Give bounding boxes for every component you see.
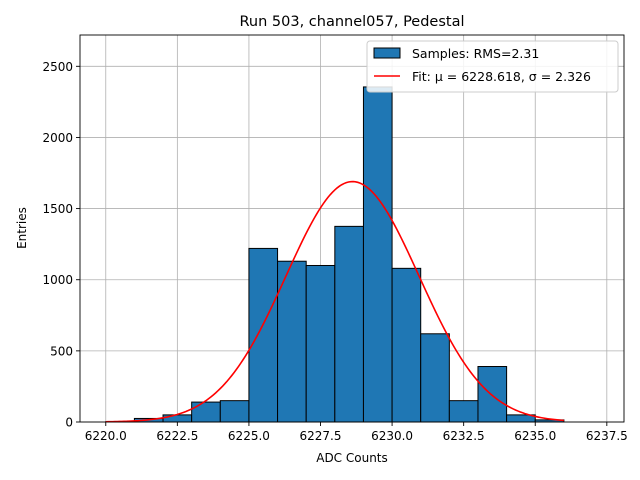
y-tick-label-2: 1000 [42,273,73,287]
fit-curve [105,180,564,423]
histogram-bar-13 [477,366,508,423]
x-axis-label: ADC Counts [316,451,388,465]
histogram-bar-2 [162,414,193,423]
x-tick-label-5: 6232.5 [443,429,485,443]
x-axis-ticks: 6220.0 6222.5 6225.0 6227.5 6230.0 6232.5 6235… [85,422,628,443]
histogram-bar-5 [248,247,279,423]
histogram-bar-12 [448,400,479,423]
histogram-bar-7 [305,264,336,423]
x-tick-label-4: 6230.0 [371,429,413,443]
legend: Samples: RMS=2.31 Fit: μ = 6228.618, σ =… [366,40,619,93]
x-tick-label-6: 6235.0 [514,429,556,443]
y-tick-label-3: 1500 [42,202,73,216]
legend-swatch-samples [373,47,401,59]
plot-frame [79,34,625,423]
x-tick-label-1: 6222.5 [156,429,198,443]
y-axis-ticks: 0 500 1000 1500 2000 2500 [42,60,80,430]
histogram-bar-3 [191,401,221,423]
histogram-bar-9 [362,86,393,423]
x-tick-label-7: 6237.5 [586,429,628,443]
legend-label-fit: Fit: μ = 6228.618, σ = 2.326 [412,69,591,84]
histogram-bar-8 [334,225,364,423]
histogram-bar-10 [391,267,422,423]
legend-box [366,40,619,93]
x-tick-label-3: 6227.5 [300,429,342,443]
histogram-bars [105,86,565,423]
chart-title: Run 503, channel057, Pedestal [239,14,464,30]
y-tick-label-0: 0 [65,416,73,430]
histogram-bar-4 [219,400,250,423]
legend-label-samples: Samples: RMS=2.31 [412,46,539,61]
y-tick-label-4: 2000 [42,131,73,145]
x-tick-label-0: 6220.0 [85,429,127,443]
y-tick-label-5: 2500 [42,60,73,74]
y-axis-label: Entries [15,207,29,249]
histogram-bar-11 [420,333,450,423]
y-tick-label-1: 500 [50,344,73,358]
x-tick-label-2: 6225.0 [228,429,270,443]
